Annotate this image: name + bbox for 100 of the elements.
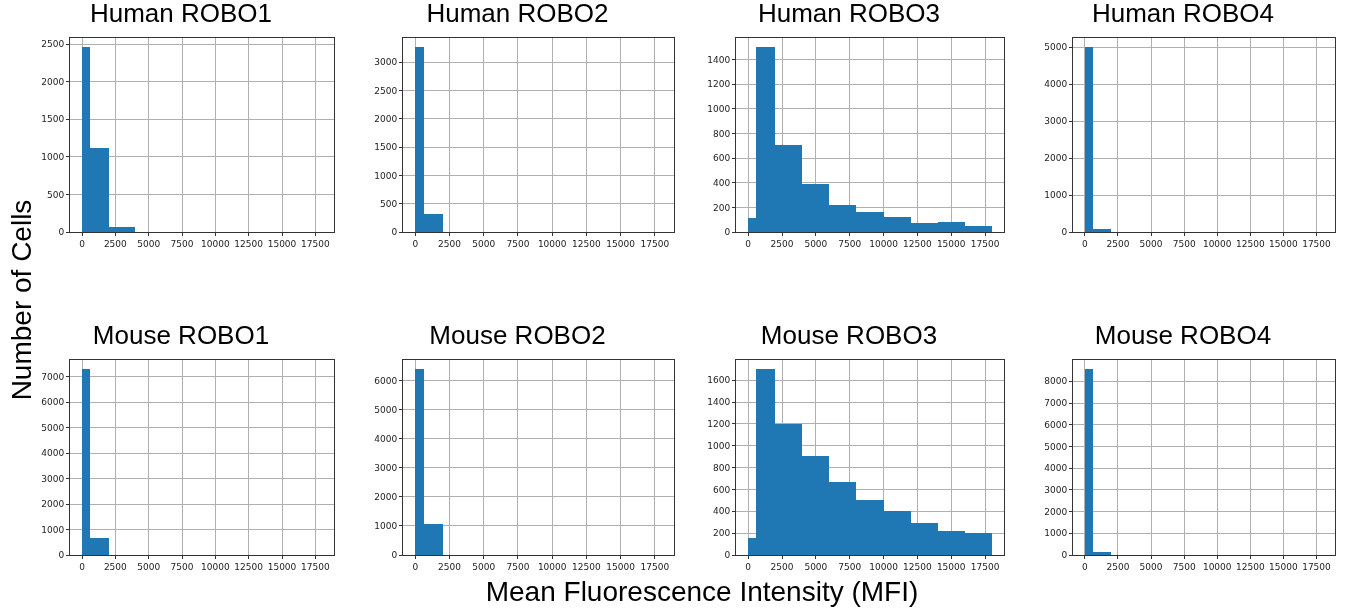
x-tick-label: 0 [79,238,86,249]
x-tick-label: 10000 [201,561,230,572]
x-tick-label: 0 [1082,561,1089,572]
x-tick-label: 2500 [103,238,128,249]
x-tick-label: 2500 [770,561,794,572]
x-tick-label: 0 [412,238,419,249]
y-tick-label: 2000 [1044,506,1068,517]
y-tick-label: 6000 [41,397,65,408]
x-tick-label: 2500 [1106,561,1130,572]
y-tick-label: 2000 [41,76,65,87]
x-tick-label: 5000 [137,238,161,249]
x-tick-label: 10000 [537,561,567,572]
x-tick-label: 10000 [869,561,899,572]
y-tick-label: 2000 [374,491,398,502]
x-tick-label: 2500 [103,561,128,572]
x-tick-label: 2500 [770,238,794,249]
x-tick-label: 7500 [838,238,862,249]
y-tick-label: 600 [713,153,731,164]
chart-title: Human ROBO2 [426,0,609,28]
y-tick-label: 200 [713,528,731,539]
x-tick-label: 17500 [1302,561,1332,572]
x-tick-label: 15000 [606,561,636,572]
y-tick-label: 4000 [41,448,65,459]
y-tick-label: 1000 [1044,190,1068,201]
x-tick-label: 17500 [640,238,670,249]
x-tick-label: 15000 [267,561,297,572]
x-tick-label: 12500 [234,238,264,249]
x-tick-label: 15000 [267,238,297,249]
y-tick-label: 2500 [41,39,65,50]
y-tick-label: 1200 [707,79,731,90]
y-tick-label: 3000 [41,473,65,484]
y-tick-label: 500 [380,198,398,209]
x-tick-label: 7500 [506,561,530,572]
x-tick-label: 12500 [903,238,932,249]
y-tick-label: 800 [713,128,731,139]
x-tick-label: 12500 [572,238,601,249]
x-tick-label: 10000 [201,238,230,249]
y-tick-label: 0 [391,227,398,238]
x-tick-label: 12500 [572,561,601,572]
y-tick-label: 400 [713,506,731,517]
x-tick-label: 5000 [137,561,161,572]
x-tick-label: 5000 [804,561,828,572]
chart-title: Mouse ROBO2 [429,319,606,350]
x-tick-label: 12500 [234,561,264,572]
x-tick-label: 15000 [1269,238,1298,249]
y-tick-label: 4000 [1044,463,1068,474]
y-tick-label: 4000 [1044,79,1068,90]
x-tick-label: 5000 [1139,561,1163,572]
y-tick-label: 2000 [374,114,398,125]
y-tick-label: 3000 [374,462,398,473]
x-tick-label: 10000 [869,238,899,249]
x-tick-label: 5000 [804,238,828,249]
y-tick-label: 1000 [707,440,731,451]
y-tick-label: 600 [713,484,731,495]
chart-title: Mouse ROBO3 [760,319,938,350]
y-tick-label: 500 [47,189,65,200]
y-tick-label: 0 [1061,550,1068,561]
x-tick-label: 17500 [1302,238,1332,249]
x-tick-label: 12500 [903,561,932,572]
y-tick-label: 1400 [707,397,731,408]
y-tick-label: 1000 [41,151,65,162]
y-tick-label: 3000 [1044,485,1068,496]
x-axis-title: Mean Fluorescence Intensity (MFI) [485,576,919,608]
y-tick-label: 6000 [374,375,398,386]
y-tick-label: 1000 [41,524,65,535]
x-tick-label: 7500 [1172,561,1196,572]
x-tick-label: 17500 [970,238,1000,249]
y-tick-label: 200 [713,202,731,213]
y-tick-label: 2500 [374,85,398,96]
x-tick-label: 0 [79,561,86,572]
x-tick-label: 12500 [1235,238,1265,249]
y-tick-label: 1500 [41,114,65,125]
x-tick-label: 2500 [1106,238,1130,249]
x-tick-label: 0 [1082,238,1089,249]
y-tick-label: 1000 [374,521,398,532]
y-tick-label: 2000 [1044,153,1068,164]
x-tick-label: 0 [412,561,419,572]
y-tick-label: 6000 [1044,419,1068,430]
x-tick-label: 17500 [970,561,1000,572]
x-tick-label: 7500 [838,561,862,572]
x-tick-label: 2500 [438,561,462,572]
y-tick-label: 400 [713,177,731,188]
y-tick-label: 5000 [1044,441,1068,452]
y-tick-label: 0 [724,227,731,238]
y-tick-label: 5000 [41,422,65,433]
y-tick-label: 1600 [707,375,731,386]
y-axis-title: Number of Cells [6,199,38,401]
y-tick-label: 1000 [1044,528,1068,539]
x-tick-label: 17500 [640,561,670,572]
x-tick-label: 7500 [1172,238,1196,249]
x-tick-label: 15000 [606,238,636,249]
y-tick-label: 2000 [41,499,65,510]
y-tick-label: 5000 [374,404,398,415]
y-tick-label: 1400 [707,54,731,65]
x-tick-label: 10000 [537,238,567,249]
y-tick-label: 1200 [707,419,731,430]
y-tick-label: 0 [391,550,398,561]
y-tick-label: 0 [58,227,65,238]
x-tick-label: 15000 [936,238,966,249]
y-tick-label: 5000 [1044,42,1068,53]
